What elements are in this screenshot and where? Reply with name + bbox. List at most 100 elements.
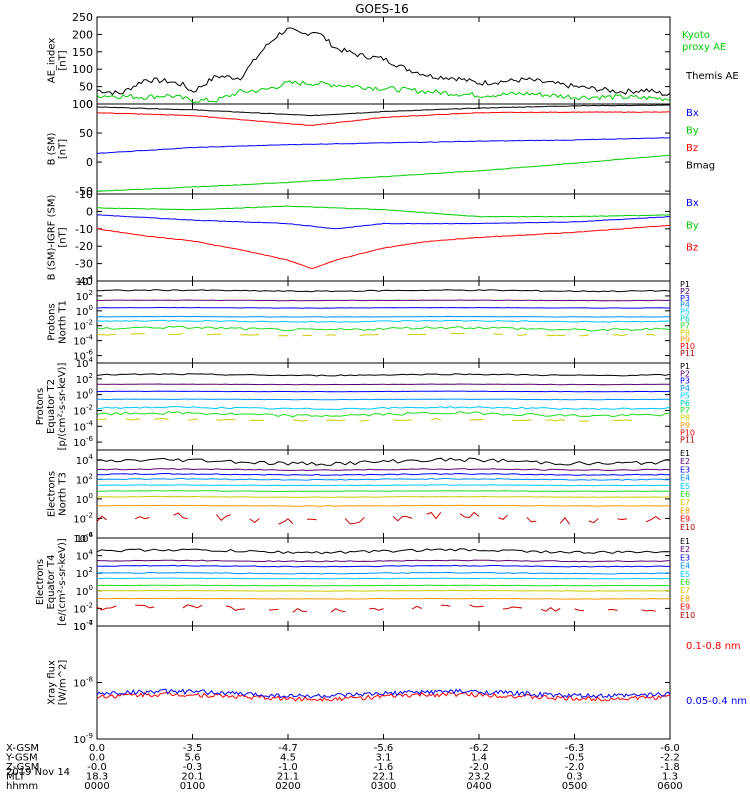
y-axis-label: B (SM)-IGRF (SM) [47,195,58,281]
channel-label: P5 [680,391,690,400]
y-tick-label: 10-9 [73,732,93,746]
y-tick-label: 0 [86,205,93,218]
coord-value: 0.3 [567,772,583,783]
y-tick-label: 102 [76,372,93,386]
series-line [96,504,671,507]
panel-8: 10-9 10-8 10-7 Xray flux [W/m^2] 0.1-0.8 nm 0.… [47,619,748,746]
y-tick-label: 106 [76,531,94,545]
series-segment [459,511,480,518]
channel-label: E7 [680,498,690,507]
panel-frame [96,625,671,740]
series-segment [292,608,308,613]
series-segment [545,419,566,422]
series-segment [493,333,503,335]
channel-label: P10 [680,428,695,437]
legend-label: Bz [686,243,698,254]
series-segment [526,516,537,523]
coord-value: 0300 [371,781,396,792]
coord-value: -0.0 [87,762,107,773]
time-axis: X-GSM 0.0 -3.5 -4.7 -5.6 -6.2 -6.3 -6.0 Y-GSM 0.0… [5,743,683,792]
series-line [96,398,670,401]
y-tick-label: 200 [72,28,93,41]
series-line [96,691,671,702]
series-line [96,406,671,411]
series-line [96,484,671,487]
coord-row-label: hhmm [6,781,38,792]
y-tick-label: -40 [75,275,93,288]
panel-frame [96,362,671,451]
panel-frame [96,280,671,364]
coord-value: -1.6 [374,762,394,773]
y-axis-label: [e/(cm²-s-sr-keV)] [57,538,68,626]
coord-value: 21.1 [277,772,299,783]
channel-label: P7 [680,406,690,415]
coord-value: -1.8 [660,762,680,773]
y-tick-label: 100 [72,63,93,76]
panel-3: -40 -30 -20 -10 0 10 B (SM)-IGRF (SM) [nT] Bx By B… [47,188,699,288]
coord-value: 0100 [180,781,205,792]
series-segment [641,609,656,612]
series-line [97,577,670,580]
coord-value: 0000 [84,781,109,792]
series-segment [440,604,451,607]
coord-value: 22.1 [372,772,394,783]
coord-value: -6.3 [565,743,585,754]
channel-label: E10 [680,523,695,532]
y-axis-label: [nT] [58,50,69,70]
y-tick-label: 10-4 [73,619,93,633]
legend-label: Bx [686,108,699,119]
y-tick-label: 10-4 [73,419,93,433]
y-tick-label: 104 [76,453,94,467]
series-segment [579,334,589,337]
channel-label: P10 [680,342,695,351]
y-tick-label: 10-6 [73,349,93,363]
y-tick-label: 100 [72,98,93,111]
series-segment [393,419,413,422]
y-tick-label: 104 [76,549,94,563]
series-line [96,688,671,699]
series-line [96,299,671,302]
series-line [96,224,671,269]
series-line [96,137,670,155]
series-line [96,548,671,555]
y-tick-label: -50 [75,185,93,198]
series-segment [588,518,599,524]
panel-7: 10-4 10-2 100 102 104 106 Electrons Equator T4[… [35,531,695,633]
channel-label: E2 [680,545,690,554]
y-tick-label: 10-4 [73,531,93,545]
channel-label: P8 [680,328,690,337]
series-segment [154,417,169,420]
y-axis-label: [W/m^2] [58,660,69,706]
coord-value: 0.0 [89,743,105,754]
channel-label: P6 [680,315,690,324]
series-segment [502,606,523,610]
coord-value: -2.0 [565,762,585,773]
series-line [97,457,671,466]
y-axis-label: Equator T2 [46,379,57,434]
coord-row-label: MLT [6,772,26,783]
series-segment [607,608,618,611]
channel-label: P5 [680,308,690,317]
series-segment [225,605,246,611]
channel-label: E1 [680,537,690,546]
series-line [96,584,671,587]
coord-value: -6.0 [660,743,680,754]
series-segment [326,419,346,422]
y-axis-label: B (SM) [47,132,58,165]
y-tick-label: 10-4 [73,334,93,348]
series-line [96,571,671,575]
panel-frame [96,537,671,627]
coord-value: 0.0 [89,753,105,764]
series-line [96,390,671,393]
series-segment [96,515,107,522]
y-tick-label: 0 [86,156,93,169]
channel-label: P3 [680,294,690,303]
series-line [96,325,671,332]
legend-label: Bz [686,143,698,154]
coord-value: -1.0 [278,762,298,773]
series-segment [646,333,656,336]
